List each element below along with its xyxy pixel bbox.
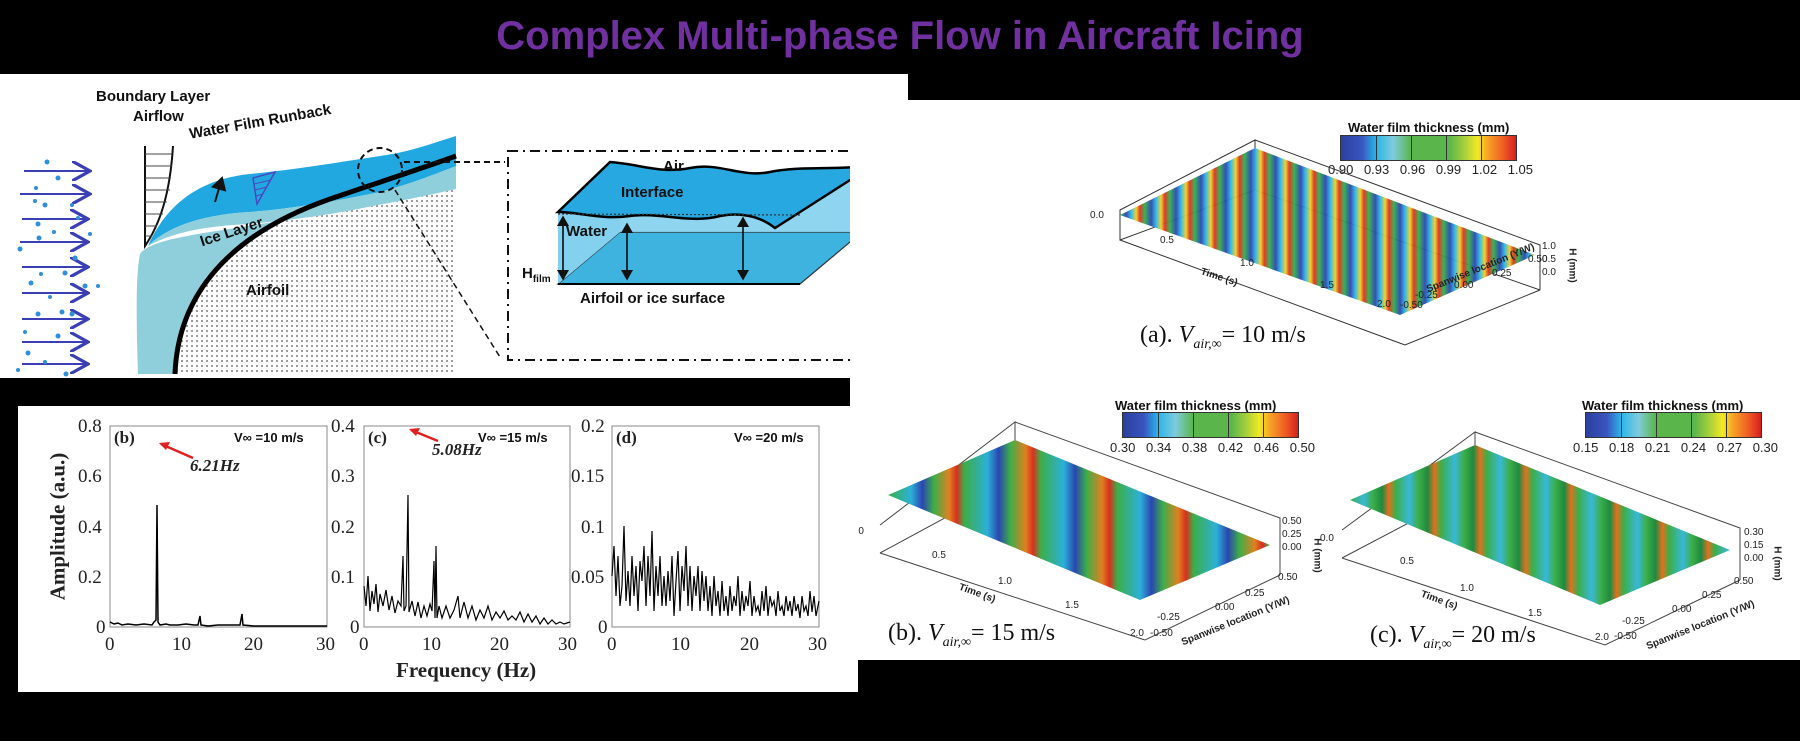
surface-plots-panel: Water film thickness (mm) 0.90 0.93 0.96 0.… <box>850 100 1800 660</box>
inset-interface-label: Interface <box>621 184 684 201</box>
colorbar-c-title: Water film thickness (mm) <box>1582 398 1744 413</box>
inset-water-label: Water <box>566 223 608 240</box>
colorbar-a-ticks: 0.90 0.93 0.96 0.99 1.02 1.05 <box>1328 162 1533 177</box>
airflow-arrows <box>20 171 88 364</box>
c-xtick-20: 20 <box>490 634 509 655</box>
c-xtick-30: 30 <box>558 634 577 655</box>
c-xtick-10: 10 <box>422 634 441 655</box>
b-time-4: 2.0 <box>1130 628 1144 639</box>
a-time-1: 0.5 <box>1160 235 1174 246</box>
c-ytick-0.4: 0.4 <box>331 416 355 437</box>
black-band <box>908 74 1800 100</box>
surface-a-graphic <box>1119 139 1541 346</box>
c-ytick-0.2: 0.2 <box>331 517 355 538</box>
airfoil-region <box>175 156 456 374</box>
d-speed-label: V∞ =20 m/s <box>734 430 804 445</box>
b-ytick-0: 0 <box>96 617 106 638</box>
c-time-3: 1.5 <box>1528 608 1542 619</box>
b-time-2: 1.0 <box>998 576 1012 587</box>
d-panel-label: (d) <box>616 428 637 447</box>
b-xtick-0: 0 <box>105 634 115 655</box>
b-xtick-30: 30 <box>316 634 335 655</box>
d-xtick-10: 10 <box>671 634 690 655</box>
surface-plot-c: Water film thickness (mm) 0.15 0.18 0.21 0.… <box>1320 390 1800 660</box>
a-time-4: 2.0 <box>1377 299 1391 310</box>
schematic-panel: Boundary Layer Airflow Water Film Runbac… <box>0 74 908 378</box>
d-xtick-20: 20 <box>740 634 759 655</box>
surface-plot-a: Water film thickness (mm) 0.90 0.93 0.96 0.… <box>1090 100 1800 370</box>
airfoil-label: Airfoil <box>246 282 290 299</box>
fft-series-d <box>611 525 820 619</box>
x-axis-label: Frequency (Hz) <box>396 658 537 682</box>
c-xtick-0: 0 <box>359 634 369 655</box>
b-h-ticks: 0.50 0.25 0.00 <box>1282 516 1302 553</box>
colorbar-b <box>1122 412 1299 438</box>
b-time-1: 0.5 <box>932 550 946 561</box>
b-xtick-10: 10 <box>172 634 191 655</box>
fft-charts <box>109 425 820 628</box>
colorbar-a-title: Water film thickness (mm) <box>1348 120 1510 135</box>
fft-series-b <box>109 504 327 627</box>
colorbar-b-title: Water film thickness (mm) <box>1115 398 1277 413</box>
c-ytick-0.1: 0.1 <box>331 567 355 588</box>
c-time-2: 1.0 <box>1460 583 1474 594</box>
hfilm-sub: film <box>532 274 551 285</box>
b-ytick-0.2: 0.2 <box>78 567 102 588</box>
d-ytick-0.15: 0.15 <box>571 466 605 487</box>
inset-air-label: Air <box>663 158 684 175</box>
page-title: Complex Multi-phase Flow in Aircraft Ici… <box>496 14 1304 58</box>
d-ytick-0.2: 0.2 <box>581 416 605 437</box>
c-speed-label: V∞ =15 m/s <box>478 430 548 445</box>
c-time-1: 0.5 <box>1400 556 1414 567</box>
surface-plot-b: Water film thickness (mm) 0.30 0.34 0.38 0.… <box>850 390 1330 660</box>
boundary-layer-label: Boundary Layer <box>96 88 211 105</box>
airflow-label: Airflow <box>133 108 184 125</box>
colorbar-b-ticks: 0.30 0.34 0.38 0.42 0.46 0.50 <box>1110 440 1315 455</box>
b-ytick-0.4: 0.4 <box>78 517 102 538</box>
b-ytick-0.8: 0.8 <box>78 416 102 437</box>
surface-b-graphic <box>879 420 1281 641</box>
b-ytick-0.6: 0.6 <box>78 466 102 487</box>
b-peak-label: 6.21Hz <box>190 456 240 475</box>
inset-hfilm-label: Hfilm <box>522 265 551 285</box>
b-panel-label: (b) <box>114 428 135 447</box>
inset-surface-label: Airfoil or ice surface <box>580 290 726 307</box>
a-time-0: 0.0 <box>1090 210 1104 221</box>
icing-schematic-figure <box>16 136 891 377</box>
b-speed-label: V∞ =10 m/s <box>234 430 304 445</box>
c-peak-label: 5.08Hz <box>432 440 482 459</box>
c-ytick-0.3: 0.3 <box>331 466 355 487</box>
c-time-4: 2.0 <box>1595 632 1609 643</box>
c-h-label: H (mm) <box>1771 546 1783 581</box>
c-ytick-0: 0 <box>350 617 360 638</box>
colorbar-c-ticks: 0.15 0.18 0.21 0.24 0.27 0.30 <box>1573 440 1778 455</box>
d-xtick-30: 30 <box>808 634 827 655</box>
a-time-3: 1.5 <box>1320 280 1334 291</box>
colorbar-c <box>1585 412 1762 438</box>
black-strip <box>18 387 830 406</box>
hfilm-main: H <box>522 265 533 282</box>
d-ytick-0.1: 0.1 <box>581 517 605 538</box>
caption-c: (c). Vair,∞= 20 m/s <box>1370 622 1536 652</box>
caption-b: (b). Vair,∞= 15 m/s <box>888 620 1056 650</box>
colorbar-a <box>1340 135 1517 161</box>
fft-series-c <box>363 494 571 626</box>
b-xtick-20: 20 <box>244 634 263 655</box>
caption-a: (a). Vair,∞= 10 m/s <box>1140 322 1306 352</box>
d-ytick-0.05: 0.05 <box>571 567 605 588</box>
c-panel-label: (c) <box>368 428 387 447</box>
a-h-label: H (mm) <box>1566 248 1578 283</box>
c-time-0: 0.0 <box>1320 533 1334 544</box>
a-time-2: 1.0 <box>1240 258 1254 269</box>
a-h-ticks: 1.0 0.5 0.0 <box>1542 241 1556 278</box>
y-axis-label: Amplitude (a.u.) <box>45 452 70 601</box>
droplets <box>16 159 100 377</box>
d-xtick-0: 0 <box>607 634 617 655</box>
surface-c-graphic <box>1341 431 1741 646</box>
fft-panel: 0.8 0.6 0.4 0.2 0 0 10 20 30 Amplitude (… <box>18 406 858 692</box>
d-ytick-0: 0 <box>598 617 608 638</box>
b-time-3: 1.5 <box>1065 600 1079 611</box>
c-h-ticks: 0.30 0.15 0.00 <box>1744 527 1764 564</box>
